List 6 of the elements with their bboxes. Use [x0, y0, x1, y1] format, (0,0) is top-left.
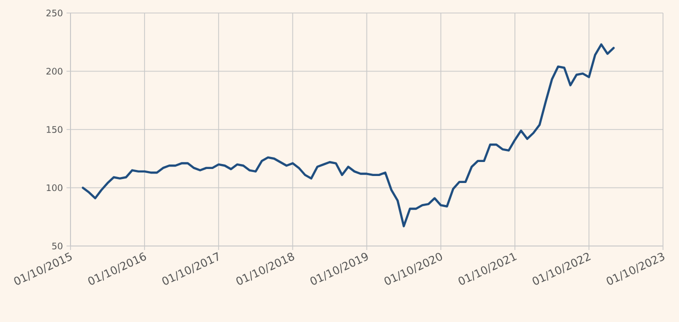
y-tick-label: 50 — [52, 242, 62, 250]
y-tick-label: 100 — [46, 184, 62, 192]
y-tick-label: 200 — [46, 68, 62, 75]
line-series — [82, 43, 615, 228]
y-tick-label: 150 — [46, 126, 62, 133]
y-tick-label: 250 — [46, 10, 62, 16]
